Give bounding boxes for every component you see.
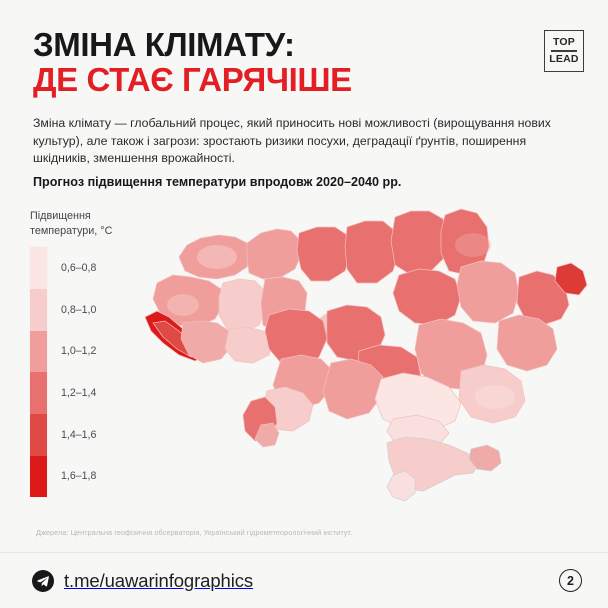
region-donetsk	[496, 314, 558, 372]
legend-swatch-6	[30, 455, 47, 498]
logo-top-text: TOP	[553, 35, 575, 48]
region-kherson	[374, 372, 462, 432]
legend-color-bar	[30, 247, 47, 498]
legend-swatch-2	[30, 288, 47, 331]
page-number-text: 2	[567, 573, 574, 588]
legend-label-list: 0,6–0,8 0,8–1,0 1,0–1,2 1,2–1,4 1,4–1,6 1,6–1…	[61, 247, 160, 497]
region-chernihiv	[390, 210, 450, 276]
region-ivano-frankivsk	[180, 320, 232, 364]
intro-paragraph: Зміна клімату — глобальний процес, який …	[33, 116, 551, 166]
telegram-icon	[32, 569, 54, 592]
shading-patch-se	[475, 385, 515, 409]
map-legend: Підвищення температури, °С 0,6–0,8 0,8–1,…	[30, 209, 160, 498]
legend-label-5: 1,4–1,6	[61, 428, 97, 441]
top-lead-logo: TOP LEAD	[544, 30, 584, 72]
region-mykolaiv	[322, 358, 384, 420]
legend-label-6: 1,6–1,8	[61, 470, 97, 483]
shading-patch-w	[167, 294, 199, 316]
page-title: ЗМІНА КЛІМАТУ: ДЕ СТАЄ ГАРЯЧІШЕ	[33, 28, 352, 98]
legend-title-line1: Підвищення	[30, 210, 91, 222]
region-kyiv	[344, 220, 400, 284]
map-shading-overlays	[167, 233, 515, 409]
legend-title-line2: температури, °С	[30, 224, 113, 237]
page-title-line1: ЗМІНА КЛІМАТУ:	[33, 26, 295, 63]
region-crimea-sevastopol	[386, 470, 416, 502]
legend-swatch-1	[30, 247, 47, 289]
legend-label-3: 1,0–1,2	[61, 345, 97, 358]
region-luhansk-spur	[554, 262, 588, 296]
shading-patch-nw	[197, 245, 237, 269]
region-vinnytsia	[264, 308, 328, 368]
ukraine-choropleth-map	[143, 205, 598, 515]
telegram-link[interactable]: t.me/uawarinfographics	[32, 569, 254, 592]
legend-label-4: 1,2–1,4	[61, 387, 97, 400]
map-svg	[144, 208, 588, 502]
footer-bar: t.me/uawarinfographics 2	[0, 552, 608, 608]
map-regions	[144, 208, 588, 502]
region-cherkasy	[326, 304, 386, 362]
region-rivne	[246, 228, 302, 280]
region-crimea-kerch	[468, 444, 502, 472]
region-poltava	[392, 268, 462, 326]
region-budjak-tip	[254, 422, 280, 448]
telegram-handle: t.me/uawarinfographics	[64, 569, 254, 591]
logo-bottom-text: LEAD	[549, 53, 579, 66]
page-title-line2: ДЕ СТАЄ ГАРЯЧІШЕ	[33, 61, 352, 98]
region-zhytomyr	[296, 226, 352, 282]
region-ternopil	[218, 278, 268, 334]
shading-patch-center	[317, 311, 361, 339]
legend-label-1: 0,6–0,8	[61, 262, 97, 275]
legend-swatch-5	[30, 413, 47, 456]
legend-title: Підвищення температури, °С	[30, 209, 160, 238]
page-number-badge: 2	[559, 569, 582, 592]
legend-swatch-3	[30, 330, 47, 373]
legend-swatch-4	[30, 372, 47, 414]
shading-patch-ne	[455, 233, 491, 257]
region-luhansk	[516, 270, 570, 326]
logo-divider	[551, 50, 577, 52]
chart-subtitle: Прогноз підвищення температури впродовж …	[33, 175, 402, 189]
legend-body: 0,6–0,8 0,8–1,0 1,0–1,2 1,2–1,4 1,4–1,6 1,6–1…	[30, 247, 160, 498]
sources-note: Джерела: Центральна геофізична обсервато…	[36, 528, 353, 537]
region-chernivtsi	[224, 326, 274, 364]
legend-label-2: 0,8–1,0	[61, 303, 97, 316]
region-kharkiv	[456, 260, 520, 324]
